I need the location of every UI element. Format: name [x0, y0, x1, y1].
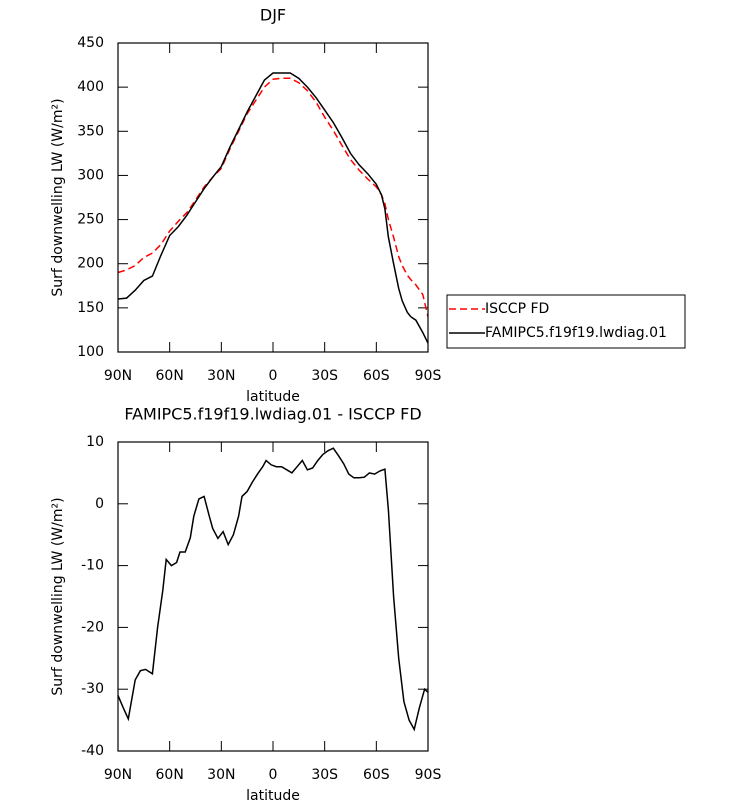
y-tick-label: 400 — [77, 79, 104, 95]
x-tick-label: 30S — [311, 368, 338, 384]
x-tick-label: 90N — [104, 368, 132, 384]
y-tick-label: 250 — [77, 212, 104, 228]
x-tick-label: 0 — [269, 767, 278, 783]
chart-title: FAMIPC5.f19f19.lwdiag.01 - ISCCP FD — [124, 405, 421, 424]
y-tick-label: 200 — [77, 256, 104, 272]
x-tick-label: 60S — [363, 767, 390, 783]
y-tick-label: 100 — [77, 344, 104, 360]
line-series — [117, 77, 429, 317]
y-tick-label: -30 — [81, 681, 104, 697]
y-tick-label: 150 — [77, 300, 104, 316]
x-tick-label: 90S — [415, 368, 442, 384]
y-axis-label: Surf downwelling LW (W/m²) — [50, 497, 66, 695]
y-tick-label: 0 — [95, 496, 104, 512]
line-series — [117, 72, 429, 344]
y-tick-label: -20 — [81, 619, 104, 635]
plot-frame — [117, 42, 429, 353]
y-tick-label: -10 — [81, 558, 104, 574]
x-tick-label: 30N — [207, 368, 235, 384]
x-tick-label: 60N — [156, 767, 184, 783]
x-tick-label: 30N — [207, 767, 235, 783]
line-series — [117, 447, 429, 732]
y-axis-label: Surf downwelling LW (W/m²) — [50, 98, 66, 296]
x-tick-label: 0 — [269, 368, 278, 384]
y-tick-label: -40 — [81, 743, 104, 759]
x-tick-label: 60S — [363, 368, 390, 384]
x-tick-label: 90S — [415, 767, 442, 783]
x-tick-label: 30S — [311, 767, 338, 783]
y-tick-label: 300 — [77, 167, 104, 183]
plot-frame — [117, 441, 429, 752]
x-tick-label: 60N — [156, 368, 184, 384]
legend-box — [446, 294, 686, 349]
y-tick-label: 10 — [86, 434, 104, 450]
y-tick-label: 450 — [77, 35, 104, 51]
y-tick-label: 350 — [77, 123, 104, 139]
legend-label: FAMIPC5.f19f19.lwdiag.01 — [485, 325, 667, 341]
legend-label: ISCCP FD — [485, 301, 549, 317]
chart-title: DJF — [260, 6, 286, 25]
x-axis-label: latitude — [246, 389, 300, 405]
x-axis-label: latitude — [246, 788, 300, 804]
x-tick-label: 90N — [104, 767, 132, 783]
